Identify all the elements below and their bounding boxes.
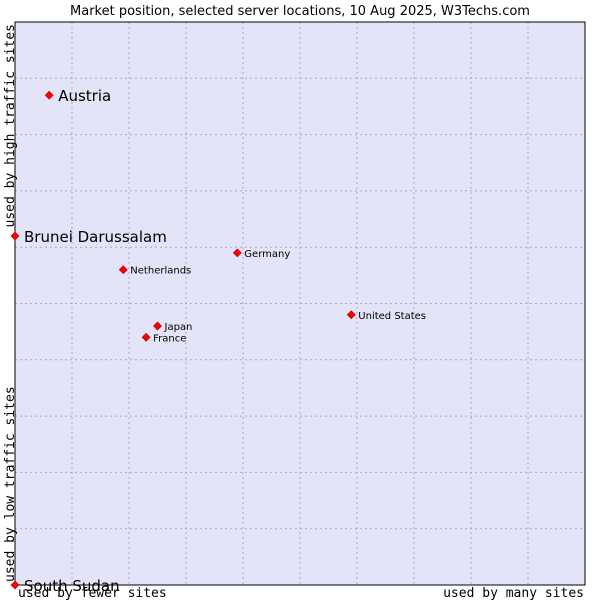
point-label: France [153, 333, 186, 344]
point-label: Netherlands [130, 266, 191, 277]
data-point-south-sudan: South Sudan [10, 577, 120, 595]
point-marker [232, 248, 242, 258]
data-points: Austria Brunei Darussalam Germany Netherlan… [10, 87, 426, 595]
x-axis-label-low: used by fewer sites [18, 586, 167, 600]
point-marker [44, 90, 54, 100]
point-label: United States [358, 311, 426, 322]
data-point-germany: Germany [232, 248, 290, 260]
data-point-netherlands: Netherlands [118, 265, 191, 277]
plot-frame [14, 21, 586, 586]
y-axis-label-high: used by high traffic sites [3, 24, 18, 228]
point-label: South Sudan [24, 577, 120, 595]
data-point-brunei-darussalam: Brunei Darussalam [10, 228, 167, 246]
data-point-austria: Austria [44, 87, 111, 105]
point-marker [118, 265, 128, 275]
data-point-japan: Japan [153, 321, 193, 333]
point-marker [346, 310, 356, 320]
point-marker [10, 231, 20, 241]
data-point-united-states: United States [346, 310, 426, 322]
point-label: Germany [244, 249, 290, 260]
y-axis-label-low: used by low traffic sites [3, 386, 18, 582]
gridlines [15, 22, 585, 585]
point-label: Brunei Darussalam [24, 228, 167, 246]
point-label: Japan [164, 322, 193, 333]
point-marker [141, 332, 151, 342]
point-marker [10, 580, 20, 590]
point-label: Austria [58, 87, 111, 105]
chart-title: Market position, selected server locatio… [70, 4, 530, 19]
data-point-france: France [141, 332, 186, 344]
point-marker [153, 321, 162, 331]
x-axis-label-high: used by many sites [443, 586, 584, 600]
